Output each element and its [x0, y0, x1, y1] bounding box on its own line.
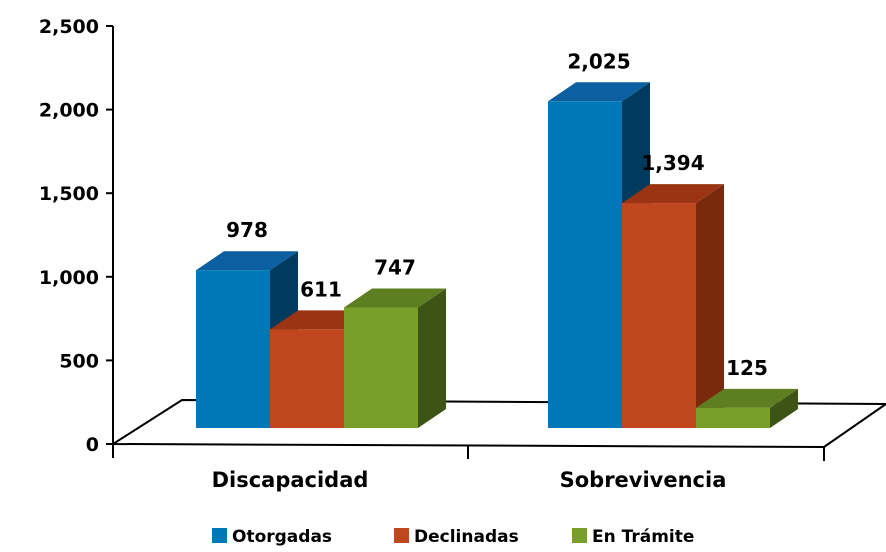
category-label: Discapacidad: [212, 468, 369, 492]
y-tick-label: 1,500: [39, 183, 99, 205]
bar: [196, 251, 298, 428]
bar-side: [696, 184, 724, 428]
y-tick-label: 2,500: [39, 16, 99, 38]
bar-front: [196, 270, 270, 428]
bar-top: [548, 82, 650, 102]
legend-swatch: [394, 528, 409, 543]
y-tick-label: 500: [59, 350, 99, 372]
bar-front: [696, 407, 770, 428]
bar-series: [196, 82, 798, 429]
bar-top: [196, 251, 298, 271]
legend-swatch: [572, 528, 587, 543]
bar-front: [622, 203, 696, 428]
bar-front: [548, 101, 622, 429]
legend-item: En Trámite: [572, 527, 694, 547]
legend-item: Declinadas: [394, 527, 519, 547]
y-tick-label: 1,000: [39, 267, 99, 289]
y-tick-label: 0: [86, 434, 99, 456]
legend-label: Declinadas: [414, 527, 519, 547]
legend: Otorgadas Declinadas En Trámite: [212, 527, 694, 547]
data-label: 747: [374, 255, 416, 279]
value-axis: 0 500 1,000 1,500 2,000 2,500: [39, 16, 114, 456]
bar: [696, 388, 798, 428]
legend-swatch: [212, 528, 227, 543]
bar-top: [696, 388, 798, 408]
data-label: 2,025: [567, 49, 630, 73]
data-labels: 978 611 747 2,025 1,394 125: [226, 49, 768, 380]
legend-label: En Trámite: [592, 527, 694, 547]
data-label: 978: [226, 218, 268, 242]
bar-top: [344, 288, 446, 308]
bar: [622, 184, 724, 428]
bar-top: [622, 184, 724, 204]
bar: [344, 288, 446, 428]
data-label: 611: [300, 277, 342, 301]
y-tick-label: 2,000: [39, 100, 99, 122]
data-label: 125: [726, 356, 768, 380]
legend-label: Otorgadas: [232, 527, 332, 547]
legend-item: Otorgadas: [212, 527, 332, 547]
category-label: Sobrevivencia: [560, 468, 727, 492]
category-axis: Discapacidad Sobrevivencia: [112, 444, 825, 492]
bar-side: [418, 288, 446, 428]
bar-front: [270, 329, 344, 428]
bar-front: [344, 307, 418, 428]
data-label: 1,394: [641, 151, 704, 175]
bar-side: [770, 388, 798, 428]
